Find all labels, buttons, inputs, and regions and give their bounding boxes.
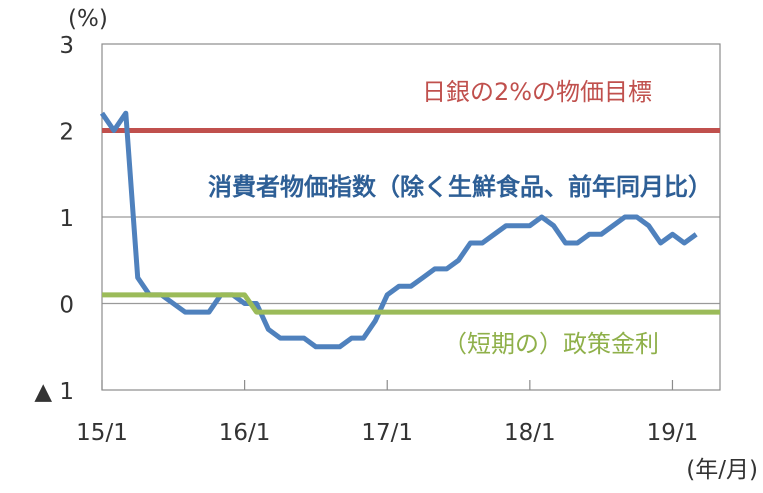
- plot-area-frame: [101, 43, 721, 391]
- policy-rate-line: [102, 292, 720, 315]
- x-tick-label: 19/1: [647, 420, 699, 446]
- cpi-core-line: [99, 110, 698, 350]
- x-axis-tick-labels: 15/1 16/1 17/1 18/1 19/1: [76, 420, 698, 446]
- cpi-series-label: 消費者物価指数（除く生鮮食品、前年同月比）: [208, 173, 712, 201]
- x-tick-label: 16/1: [219, 420, 271, 446]
- y-tick-label: 0: [59, 293, 74, 319]
- x-tick-label: 18/1: [504, 420, 556, 446]
- y-axis-tick-labels: 3 2 1 0 ▲ 1: [34, 33, 74, 405]
- y-tick-label: ▲ 1: [34, 379, 74, 405]
- series-lines: [99, 110, 720, 350]
- x-axis-tick-marks: [101, 380, 674, 390]
- policy-rate-label: （短期の）政策金利: [443, 330, 659, 358]
- y-tick-label: 1: [59, 206, 74, 232]
- x-unit-label: (年/月): [686, 457, 758, 483]
- y-tick-label: 3: [59, 33, 74, 59]
- x-tick-label: 15/1: [76, 420, 128, 446]
- x-tick-label: 17/1: [361, 420, 413, 446]
- y-tick-label: 2: [59, 120, 74, 146]
- y-unit-label: (%): [68, 6, 108, 32]
- boj-target-label: 日銀の2%の物価目標: [422, 78, 652, 106]
